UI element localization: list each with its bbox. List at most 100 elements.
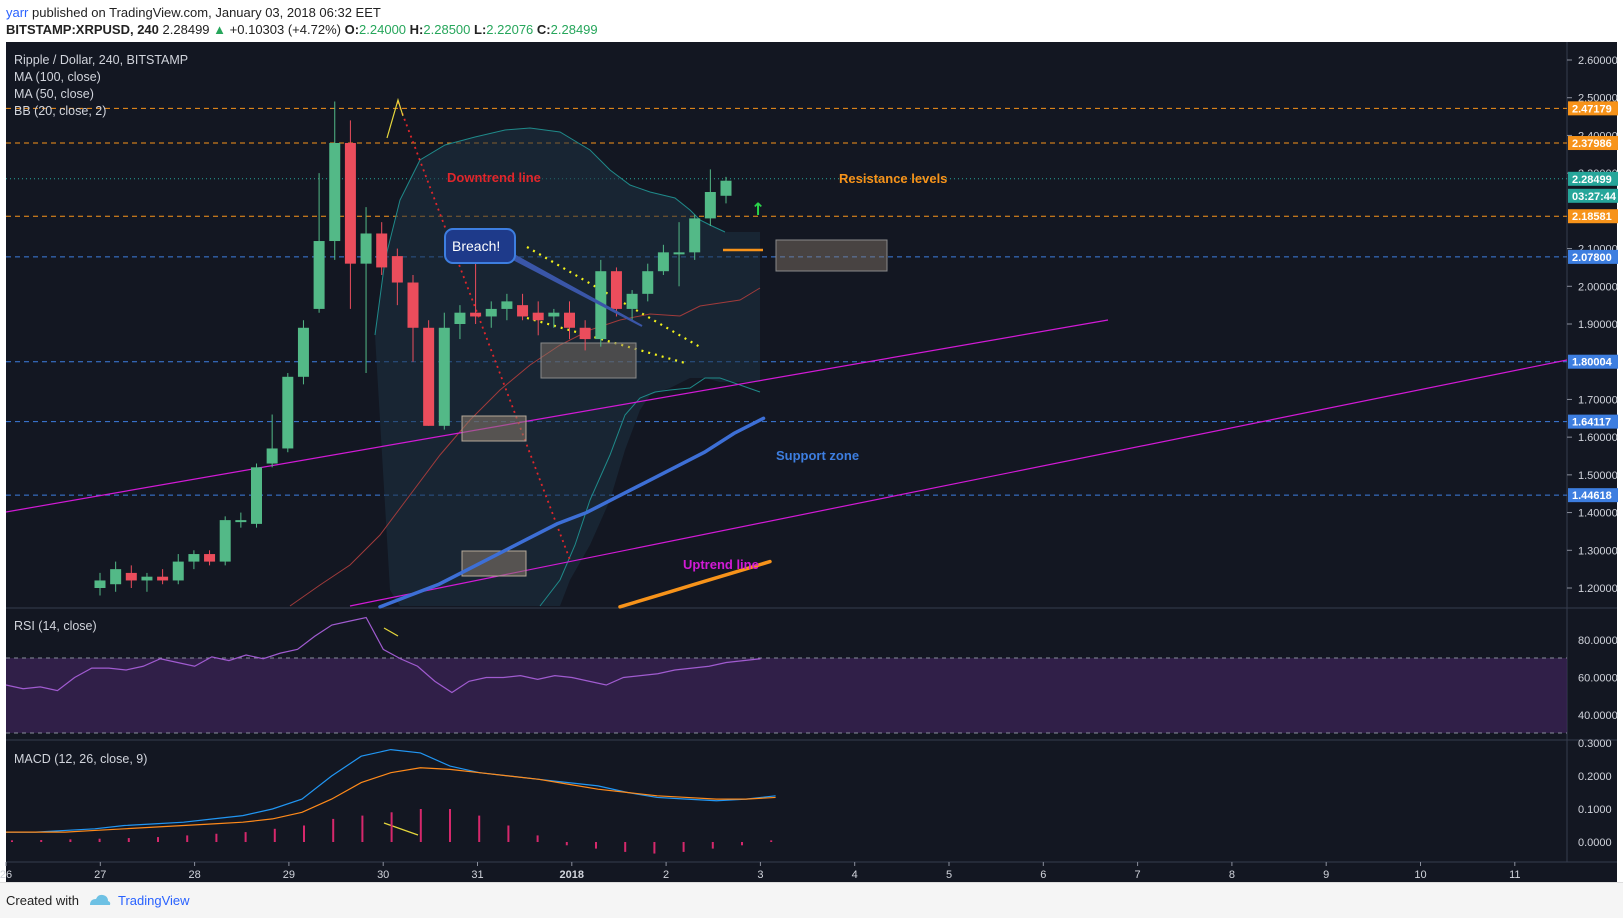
candle-body xyxy=(204,554,216,562)
support-box-3 xyxy=(540,342,637,379)
time-tick-label: 31 xyxy=(471,869,483,881)
price-axis: 2.600002.500002.400002.300002.100002.000… xyxy=(1567,55,1618,849)
legend-bb: BB (20, close, 2) xyxy=(14,104,106,118)
bb-upper xyxy=(374,127,726,336)
time-axis: 26 27 28 29 30 31 2018 2 3 4 5 6 7 8 9 10 11 xyxy=(0,862,1521,881)
green-up-arrow-icon: ↑ xyxy=(751,200,765,220)
macd-divergence-marker xyxy=(383,822,419,836)
peak-marker xyxy=(386,97,404,139)
zone-boxes xyxy=(461,239,888,577)
time-tick-label: 7 xyxy=(1135,869,1141,881)
breach-label: Breach! xyxy=(452,238,500,254)
price-tick-label: 1.70000 xyxy=(1578,394,1618,406)
footer-created-text: Created with xyxy=(6,893,79,908)
candle-body xyxy=(485,308,497,317)
price-tag xyxy=(1568,488,1618,503)
price-tick-label: 1.40000 xyxy=(1578,508,1618,520)
candle-body xyxy=(501,301,513,309)
price-tick-label: 1.90000 xyxy=(1578,319,1618,331)
time-tick-label: 8 xyxy=(1229,869,1235,881)
uptrend-label: Uptrend line xyxy=(683,557,759,572)
tradingview-logo-icon[interactable] xyxy=(88,891,112,909)
legend-rsi: RSI (14, close) xyxy=(14,619,97,633)
candle-body xyxy=(454,312,466,325)
publish-line: yarr published on TradingView.com, Janua… xyxy=(6,5,381,20)
candle-body xyxy=(470,312,482,317)
high-value: 2.28500 xyxy=(423,22,471,37)
candle-body xyxy=(282,376,294,449)
legend-ma50: MA (50, close) xyxy=(14,87,94,101)
candle-body xyxy=(579,327,591,340)
price-change: +0.10303 (+4.72%) xyxy=(229,22,341,37)
footer: Created with TradingView xyxy=(0,882,1623,918)
time-tick-label: 5 xyxy=(946,869,952,881)
legend-ma100: MA (100, close) xyxy=(14,70,101,84)
rsi-band xyxy=(6,658,1567,733)
candle-body xyxy=(360,233,372,264)
breach-callout: Breach! xyxy=(444,228,643,327)
uptrend-line-upper xyxy=(5,319,1109,513)
uptrend-line-lower xyxy=(349,359,1568,607)
price-tick-label: 1.30000 xyxy=(1578,545,1618,557)
rsi-tick-label: 60.0000 xyxy=(1578,673,1618,685)
high-label: H: xyxy=(409,22,424,37)
candle-body xyxy=(219,520,231,562)
rsi-tick-label: 80.0000 xyxy=(1578,635,1618,647)
footer-brand-link[interactable]: TradingView xyxy=(118,893,190,908)
support-box-1 xyxy=(461,415,527,442)
price-tick-label: 2.60000 xyxy=(1578,55,1618,67)
downtrend-label: Downtrend line xyxy=(447,170,541,185)
open-label: O: xyxy=(344,22,360,37)
time-tick-label: 10 xyxy=(1414,869,1426,881)
price-tick-label: 1.20000 xyxy=(1578,583,1618,595)
chart-canvas[interactable]: Breach! ↑ Downtrend line Resistance leve… xyxy=(0,0,1623,882)
candle-body xyxy=(266,448,278,464)
time-tick-label: 30 xyxy=(377,869,389,881)
candle-body xyxy=(251,467,262,524)
candle-body xyxy=(344,142,356,264)
candle-body xyxy=(407,282,419,328)
candle-body xyxy=(376,233,388,268)
bb-basis xyxy=(289,287,761,607)
candle-body xyxy=(391,256,403,283)
candle-body xyxy=(517,305,529,317)
time-tick-label: 6 xyxy=(1040,869,1046,881)
close-value: 2.28499 xyxy=(550,22,598,37)
price-tick-label: 2.00000 xyxy=(1578,281,1618,293)
symbol-line: BITSTAMP:XRPUSD, 240 2.28499 ▲ +0.10303 … xyxy=(6,22,598,37)
published-text: published on TradingView.com, January 03… xyxy=(32,5,381,20)
price-tag xyxy=(1568,136,1618,151)
candle-body xyxy=(689,218,701,253)
change-arrow-icon: ▲ xyxy=(213,22,227,37)
price-tag-label: 2.28499 xyxy=(1572,174,1612,186)
candle-body xyxy=(157,576,169,581)
author-link[interactable]: yarr xyxy=(6,5,29,20)
price-tag-label: 2.18581 xyxy=(1572,211,1612,223)
resistance-label: Resistance levels xyxy=(839,171,947,186)
candle-body xyxy=(125,572,137,581)
price-tag-label: 03:27:44 xyxy=(1572,191,1617,203)
macd-tick-label: 0.1000 xyxy=(1578,804,1612,816)
candle-body xyxy=(673,252,685,255)
price-tag xyxy=(1568,188,1618,203)
candle-body xyxy=(642,271,654,294)
candle-body xyxy=(548,312,560,317)
price-tag xyxy=(1568,171,1618,186)
candle-body xyxy=(610,271,622,309)
candle-body xyxy=(532,312,544,321)
price-tag-label: 2.07800 xyxy=(1572,252,1612,264)
time-tick-label: 26 xyxy=(0,869,12,881)
candle-body xyxy=(172,561,184,581)
candle-body xyxy=(657,252,669,272)
time-tick-label: 27 xyxy=(94,869,106,881)
breach-bubble xyxy=(444,228,516,264)
candle-body xyxy=(438,327,450,426)
price-tick-label: 1.60000 xyxy=(1578,432,1618,444)
candle-body xyxy=(94,580,106,588)
rsi-pane xyxy=(5,616,1567,734)
price-tag-label: 2.37986 xyxy=(1572,138,1612,150)
rsi-tick-label: 40.0000 xyxy=(1578,710,1618,722)
legend-title: Ripple / Dollar, 240, BITSTAMP xyxy=(14,53,188,67)
macd-line xyxy=(6,748,776,833)
macd-tick-label: 0.3000 xyxy=(1578,738,1612,750)
